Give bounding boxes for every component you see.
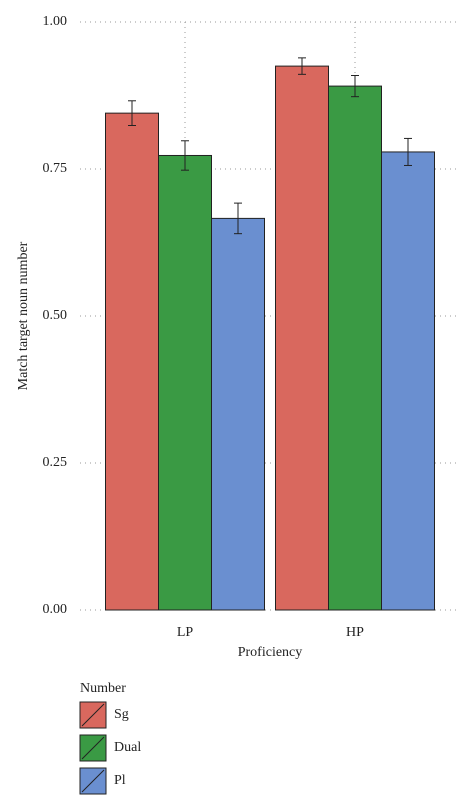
error-bar bbox=[128, 100, 136, 126]
x-tick-label: LP bbox=[177, 625, 194, 640]
bar bbox=[158, 154, 212, 611]
x-axis-label: Proficiency bbox=[238, 645, 303, 660]
y-tick-label: 0.75 bbox=[43, 161, 68, 176]
legend-swatch-slash bbox=[81, 736, 105, 760]
error-bar bbox=[298, 57, 306, 75]
legend-label: Pl bbox=[114, 773, 126, 788]
bar bbox=[275, 65, 329, 611]
y-tick-label: 0.50 bbox=[43, 308, 68, 323]
bar bbox=[211, 217, 265, 611]
y-tick-label: 0.25 bbox=[43, 455, 68, 470]
x-tick-label: HP bbox=[346, 625, 364, 640]
error-bar bbox=[181, 140, 189, 171]
error-bar bbox=[234, 202, 242, 235]
legend-label: Sg bbox=[114, 707, 129, 722]
bar bbox=[105, 112, 159, 611]
y-tick-label: 0.00 bbox=[43, 602, 68, 617]
y-tick-label: 1.00 bbox=[43, 14, 68, 29]
error-bar bbox=[404, 137, 412, 166]
y-axis-label: Match target noun number bbox=[16, 241, 31, 390]
legend-label: Dual bbox=[114, 740, 141, 755]
bar bbox=[381, 151, 435, 611]
error-bar bbox=[351, 75, 359, 98]
legend-swatch-slash bbox=[81, 703, 105, 727]
bar bbox=[328, 85, 382, 611]
legend-title: Number bbox=[80, 681, 126, 696]
legend-swatch-slash bbox=[81, 769, 105, 793]
